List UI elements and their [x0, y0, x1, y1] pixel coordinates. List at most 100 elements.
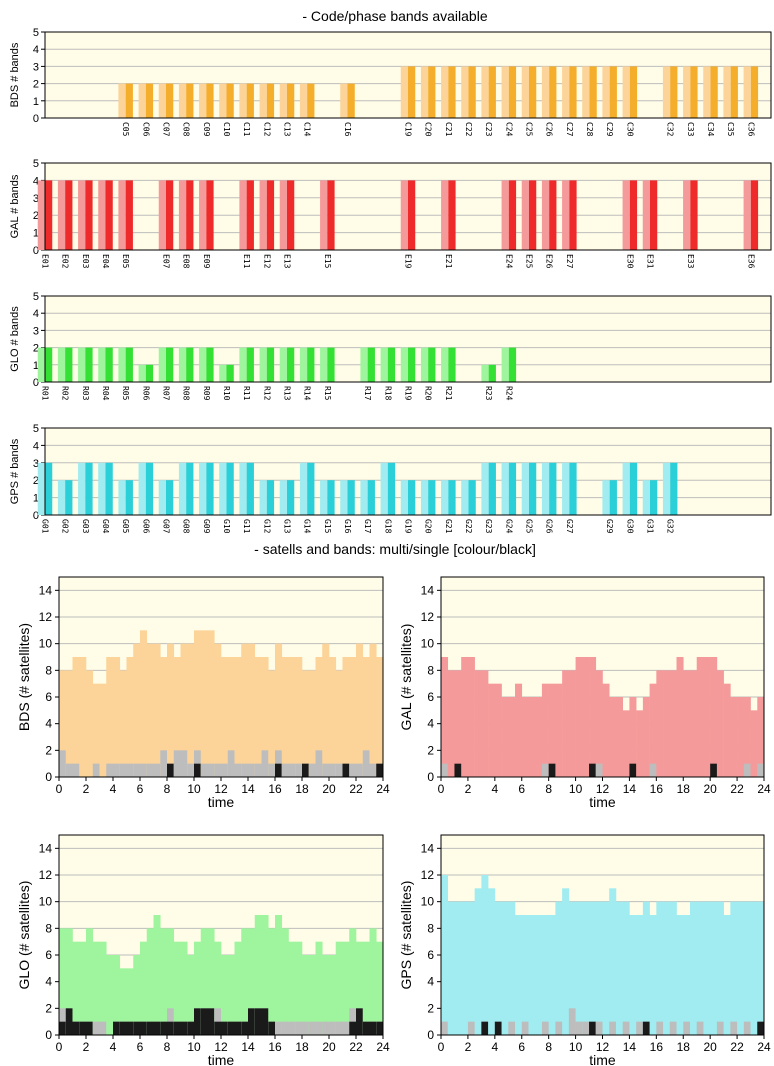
total-step	[234, 941, 242, 1035]
total-step	[146, 643, 154, 777]
category-label: E01	[41, 254, 50, 269]
bar-dark-G06	[145, 462, 154, 515]
category-label: G24	[504, 519, 513, 534]
x-tick-label: 6	[518, 782, 525, 796]
bar-dark-C35	[730, 66, 738, 118]
bar-light-G07	[158, 480, 166, 515]
total-step	[501, 901, 509, 1035]
bar-dark-G02	[65, 480, 73, 515]
total-step	[72, 657, 80, 777]
x-tick-label: 6	[137, 1040, 144, 1054]
bar-light-R06	[138, 364, 146, 382]
black-step	[140, 1021, 148, 1035]
bar-dark-G15	[327, 480, 335, 515]
total-step	[602, 683, 610, 777]
x-tick-label: 22	[730, 1040, 744, 1054]
bar-dark-R10	[226, 364, 234, 382]
black-step	[167, 1021, 175, 1035]
bar-light-E19	[400, 180, 408, 250]
y-tick-label: 1	[33, 360, 39, 372]
y-axis-title: GPS (# satellites)	[398, 881, 414, 990]
category-label: G05	[121, 519, 130, 534]
x-tick-label: 16	[268, 782, 282, 796]
black-step	[65, 1008, 73, 1035]
total-step	[295, 941, 303, 1035]
category-label: R08	[182, 386, 191, 401]
total-step	[268, 928, 276, 1035]
single-step	[582, 1021, 590, 1035]
bar-dark-G08	[186, 462, 194, 515]
bar-dark-G20	[428, 480, 436, 515]
bar-dark-C05	[125, 83, 133, 118]
bar-dark-C24	[508, 66, 517, 118]
bar-light-R10	[219, 364, 227, 382]
single-step	[275, 750, 283, 777]
category-label: R12	[262, 386, 271, 401]
total-step	[72, 941, 80, 1035]
black-step	[133, 1021, 141, 1035]
total-step	[288, 941, 296, 1035]
x-tick-label: 16	[650, 782, 664, 796]
x-tick-label: 6	[518, 1040, 525, 1054]
bar-light-E24	[501, 180, 509, 250]
bar-dark-C32	[670, 66, 678, 118]
black-step	[153, 1021, 161, 1035]
x-tick-label: 20	[703, 1040, 717, 1054]
y-tick-label: 2	[33, 475, 39, 487]
total-step	[140, 941, 148, 1035]
x-tick-label: 14	[623, 1040, 637, 1054]
category-label: R07	[162, 386, 171, 401]
y-tick-label: 1	[33, 228, 39, 240]
category-label: C33	[686, 122, 695, 137]
single-step	[119, 763, 127, 777]
bar-dark-C27	[569, 66, 577, 118]
bar-light-C28	[582, 66, 590, 118]
total-step	[710, 901, 718, 1035]
y-tick-label: 8	[45, 663, 52, 677]
total-step	[79, 941, 87, 1035]
x-tick-label: 10	[569, 782, 583, 796]
bar-light-C14	[299, 83, 308, 118]
category-label: R14	[303, 386, 312, 401]
total-step	[757, 697, 765, 777]
total-step	[737, 697, 745, 777]
total-step	[521, 915, 529, 1035]
single-step	[622, 1021, 630, 1035]
total-step	[59, 670, 67, 777]
bar-dark-C09	[206, 83, 214, 118]
total-step	[268, 670, 276, 777]
bar-light-G19	[400, 480, 408, 515]
single-step	[609, 1021, 617, 1035]
category-label: G22	[464, 519, 473, 534]
category-label: G14	[303, 519, 312, 534]
total-step	[173, 941, 181, 1035]
single-step	[743, 763, 751, 777]
bar-light-R12	[259, 347, 267, 382]
category-label: E27	[565, 254, 574, 269]
y-tick-label: 2	[33, 79, 39, 91]
x-tick-label: 12	[214, 1040, 228, 1054]
bar-light-E02	[57, 180, 66, 250]
plot-frame	[440, 834, 765, 1036]
single-step	[92, 763, 100, 777]
total-step	[241, 643, 249, 777]
category-label: R20	[424, 386, 433, 401]
bar-dark-C14	[307, 83, 315, 118]
x-tick-label: 0	[438, 1040, 445, 1054]
y-tick-label: 0	[45, 770, 52, 784]
bar-dark-E09	[206, 180, 214, 250]
single-step	[99, 1021, 107, 1035]
total-step	[629, 697, 637, 777]
bar-light-E04	[98, 180, 106, 250]
x-tick-label: 8	[164, 782, 171, 796]
bar-dark-E36	[750, 180, 759, 250]
single-step	[308, 763, 316, 777]
total-step	[65, 928, 73, 1035]
bar-light-G10	[219, 462, 227, 515]
total-step	[636, 710, 644, 777]
single-step	[308, 1021, 316, 1035]
bar-dark-E02	[65, 180, 73, 250]
bar-dark-E31	[650, 180, 658, 250]
bar-dark-G14	[307, 462, 315, 515]
